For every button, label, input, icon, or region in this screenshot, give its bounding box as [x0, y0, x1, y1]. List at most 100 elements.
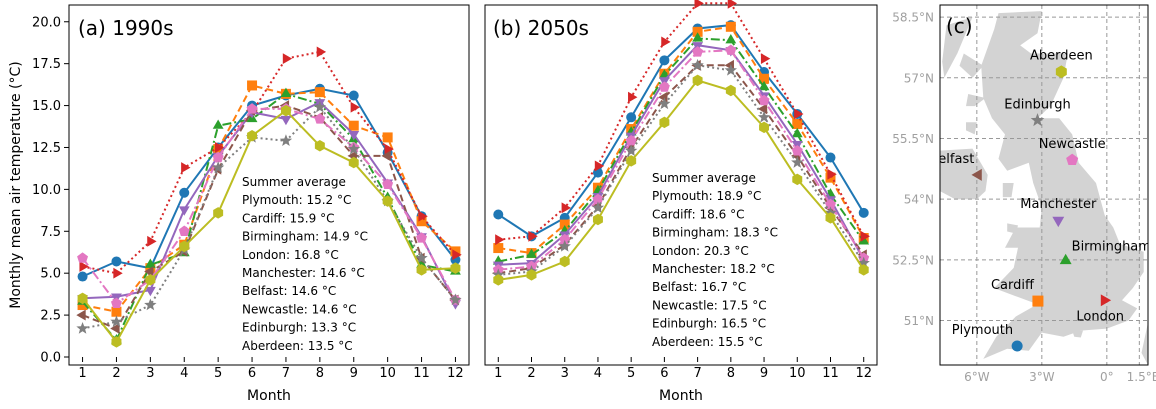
panel-a-point-london-11 [418, 210, 428, 222]
panel-b-summary: Summer average Plymouth: 18.9 °C Cardiff:… [652, 171, 778, 349]
panel-a-point-cardiff-8 [314, 87, 325, 98]
panel-a-line-belfast [82, 104, 457, 330]
map-label-newcastle: Newcastle [1039, 137, 1106, 152]
map-marker-belfast [971, 168, 982, 181]
panel-a-series [76, 46, 462, 348]
panel-a-x-tick-label: 3 [146, 366, 154, 381]
map-latitude-label: 51°N [904, 314, 934, 328]
map-cities: Aberdeen Edinburgh Newcastle Belfast Manches… [929, 49, 1148, 352]
panel-b-point-london-8 [727, 0, 738, 9]
panel-c-label: (c) [946, 14, 973, 38]
panel-b-point-newcastle-10 [791, 145, 803, 156]
panel-c-map: Aberdeen Edinburgh Newcastle Belfast Manches… [892, 4, 1156, 384]
panel-a-summary-title: Summer average [242, 175, 346, 189]
panel-b-point-cardiff-1 [493, 243, 504, 254]
northern-ireland-shape [940, 148, 988, 200]
panel-b-point-plymouth-11 [825, 152, 836, 163]
map-label-belfast: Belfast [929, 152, 974, 167]
panel-b-line-birmingham [498, 37, 865, 263]
panel-b-x-tick-label: 10 [789, 366, 806, 381]
panel-b-point-london-2 [528, 230, 538, 242]
panel-b-point-edinburgh-9 [757, 110, 771, 123]
map-label-london: London [1076, 309, 1124, 324]
map-longitude-label: 1.5°E [1127, 370, 1156, 384]
map-latitude-label: 58.5°N [892, 11, 934, 25]
panel-b-x-tick-label: 1 [494, 366, 502, 381]
panel-b-point-london-11 [827, 168, 837, 180]
panel-a-x-tick-label: 9 [350, 366, 358, 381]
panel-a-point-aberdeen-3 [145, 274, 156, 286]
panel-b-point-edinburgh-6 [658, 97, 671, 110]
map-marker-manchester [1052, 216, 1065, 228]
panel-b-point-aberdeen-1 [493, 274, 504, 286]
panel-b-series-newcastle [492, 44, 870, 275]
panel-a-label: (a) 1990s [78, 16, 174, 40]
outer-hebrides-shape [942, 17, 973, 78]
panel-a-point-birmingham-5 [212, 119, 224, 129]
panel-a-y-ticks: 0.0 2.5 5.0 7.5 10.0 12.5 15.0 17.5 20.0 [32, 15, 69, 366]
map-marker-newcastle [1066, 153, 1079, 166]
panel-a-point-london-3 [147, 235, 157, 247]
isle-of-man-shape [1002, 183, 1014, 198]
panel-b-point-edinburgh-8 [724, 63, 738, 76]
panel-a-point-edinburgh-1 [76, 322, 89, 334]
panel-b-point-plymouth-6 [659, 55, 670, 66]
mull-shape [966, 94, 986, 107]
panel-a-x-tick-label: 11 [413, 366, 430, 381]
panel-b-point-newcastle-7 [692, 46, 704, 57]
panel-a-y-tick-label: 17.5 [32, 57, 61, 72]
panel-a-point-london-2 [113, 267, 123, 279]
panel-b-point-edinburgh-10 [791, 156, 804, 168]
panel-b-x-tick-label: 4 [594, 366, 602, 381]
map-label-plymouth: Plymouth [952, 323, 1013, 338]
panel-a-point-london-10 [384, 143, 394, 155]
panel-b-point-birmingham-7 [692, 32, 704, 42]
panel-a-summary: Summer average Plymouth: 15.2 °C Cardiff:… [242, 175, 368, 353]
panel-a-x-tick-label: 8 [316, 366, 324, 381]
panel-b-point-london-9 [760, 53, 771, 65]
panel-a-y-tick-label: 20.0 [32, 15, 61, 30]
panel-b-summary-line: London: 20.3 °C [652, 244, 749, 258]
panel-b-x-tick-label: 5 [627, 366, 635, 381]
panel-b-point-edinburgh-7 [691, 58, 704, 71]
panel-b-point-cardiff-9 [759, 73, 770, 84]
panel-b-x-ticks: 1 2 3 4 5 6 7 8 9 10 11 12 [494, 357, 872, 381]
isle-of-wight-shape [1072, 330, 1083, 338]
panel-a-y-tick-label: 15.0 [32, 99, 61, 114]
panel-b-point-aberdeen-11 [825, 212, 836, 224]
map-land [940, 11, 1148, 365]
panel-a-point-aberdeen-4 [179, 240, 190, 253]
panel-a-point-edinburgh-7 [279, 134, 293, 147]
panel-b-x-tick-label: 6 [660, 366, 668, 381]
map-longitude-labels: 6°W 3°W 0° 1.5°E [964, 370, 1156, 384]
panel-a-summary-line: Birmingham: 14.9 °C [242, 230, 368, 244]
panel-a-point-london-5 [215, 142, 225, 153]
panel-a-point-belfast-10 [381, 150, 391, 162]
panel-b-point-aberdeen-6 [659, 116, 670, 129]
map-label-cardiff: Cardiff [991, 278, 1035, 293]
panel-b-summary-line: Birmingham: 18.3 °C [652, 226, 778, 240]
panel-b-summary-title: Summer average [652, 171, 756, 185]
panel-b-point-birmingham-10 [791, 127, 803, 138]
panel-a-point-cardiff-6 [247, 80, 258, 91]
panel-b-point-edinburgh-5 [624, 144, 638, 157]
panel-a-point-edinburgh-3 [144, 298, 157, 311]
panel-a-point-aberdeen-10 [382, 195, 393, 207]
panel-a-point-plymouth-4 [179, 187, 190, 198]
panel-b-x-tick-label: 9 [760, 366, 768, 381]
panel-a-summary-line: Belfast: 14.6 °C [242, 284, 336, 298]
panel-a-summary-line: Plymouth: 15.2 °C [242, 193, 351, 207]
panel-a-line-birmingham [81, 92, 456, 343]
panel-a-summary-lines: Plymouth: 15.2 °C Cardiff: 15.9 °C Birming… [242, 193, 368, 353]
panel-a-point-london-4 [181, 162, 191, 173]
panel-b-label: (b) 2050s [493, 16, 589, 40]
panel-a-x-tick-label: 4 [180, 366, 188, 381]
panel-a-x-tick-label: 2 [112, 366, 120, 381]
panel-b-point-birmingham-8 [725, 33, 737, 44]
panel-b-summary-line: Newcastle: 17.5 °C [652, 298, 767, 312]
panel-a-point-newcastle-6 [246, 103, 258, 114]
map-latitude-labels: 58.5°N 57°N 55.5°N 54°N 52.5°N 51°N [892, 11, 934, 328]
panel-a-summary-line: Newcastle: 14.6 °C [242, 302, 357, 316]
map-label-aberdeen: Aberdeen [1030, 49, 1093, 64]
